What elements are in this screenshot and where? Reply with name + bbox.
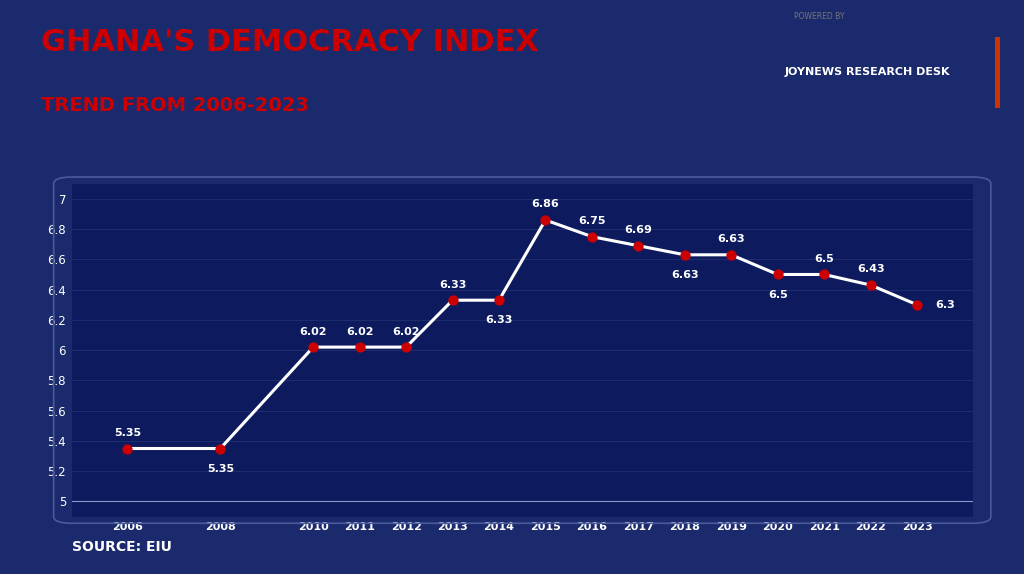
Text: 6.33: 6.33 [439,280,466,290]
Text: GHANA'S DEMOCRACY INDEX: GHANA'S DEMOCRACY INDEX [41,28,539,57]
Text: 6.33: 6.33 [485,315,513,325]
Point [444,296,461,305]
Text: 6.63: 6.63 [718,234,745,244]
Text: 5.35: 5.35 [207,464,233,474]
FancyBboxPatch shape [995,37,1000,108]
Point [816,270,833,279]
Point [351,343,368,352]
Text: 5.35: 5.35 [114,428,141,438]
Text: 6.3: 6.3 [936,300,955,310]
Text: 6.5: 6.5 [814,254,834,264]
Text: 6.02: 6.02 [346,327,374,336]
Text: 6.43: 6.43 [857,265,885,274]
Text: JOYNEWS RESEARCH DESK: JOYNEWS RESEARCH DESK [784,67,950,77]
Point [212,444,228,453]
Text: 6.69: 6.69 [625,225,652,235]
FancyBboxPatch shape [748,37,998,108]
Point [584,232,600,241]
Point [677,250,693,259]
Point [538,215,554,224]
Text: TREND FROM 2006-2023: TREND FROM 2006-2023 [41,96,309,115]
Point [862,281,879,290]
Point [723,250,739,259]
Text: 6.02: 6.02 [392,327,420,336]
Text: SOURCE: EIU: SOURCE: EIU [72,540,172,554]
Text: 6.02: 6.02 [299,327,327,336]
Point [630,241,646,250]
Text: 6.5: 6.5 [768,290,787,300]
Text: 6.75: 6.75 [579,216,605,226]
Text: 6.63: 6.63 [671,270,698,280]
Point [490,296,507,305]
Point [305,343,322,352]
Point [769,270,785,279]
Point [119,444,135,453]
Text: POWERED BY: POWERED BY [794,13,845,21]
Text: 6.86: 6.86 [531,199,559,210]
Point [909,300,926,309]
Point [398,343,415,352]
